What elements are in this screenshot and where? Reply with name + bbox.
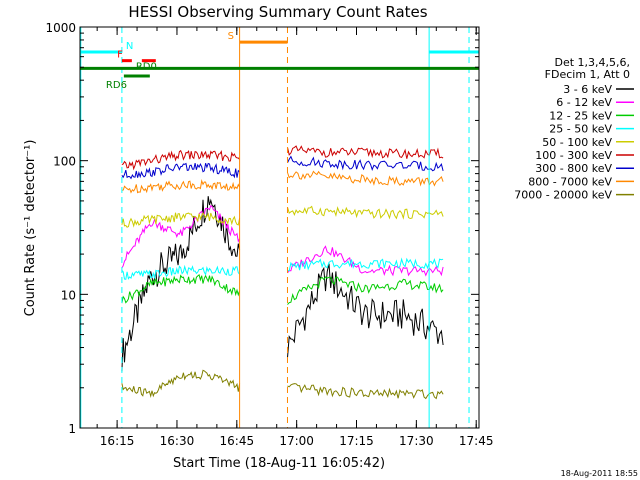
y-axis-label: Count Rate (s⁻¹ detector⁻¹) <box>23 140 38 317</box>
flag-label-f: F <box>117 50 123 61</box>
series-line-segment <box>287 145 444 159</box>
series-line-segment <box>287 245 444 277</box>
x-tick-label: 17:30 <box>399 434 434 448</box>
flag-label-rd6: RD6 <box>106 80 127 91</box>
y-tick-label: 1000 <box>45 21 76 35</box>
series-line-segment <box>287 205 444 220</box>
x-axis-label: Start Time (18-Aug-11 16:05:42) <box>173 456 385 471</box>
y-tick-label: 1 <box>68 422 76 436</box>
series-line-segment <box>121 274 241 304</box>
series-50-100-kev <box>121 205 444 228</box>
x-tick-label: 17:15 <box>339 434 374 448</box>
legend-entry-label: 12 - 25 keV <box>549 109 612 122</box>
x-tick-label: 16:15 <box>100 434 135 448</box>
series-line-segment <box>121 149 240 171</box>
series-line-segment <box>287 383 444 400</box>
legend-header-line-2: FDecim 1, Att 0 <box>545 68 630 81</box>
series-line-segment <box>287 170 444 187</box>
series-25-50-kev <box>121 257 444 280</box>
chart-title: HESSI Observing Summary Count Rates <box>128 3 427 21</box>
series-300-800-kev <box>121 155 444 180</box>
series-line-segment <box>121 264 240 280</box>
x-tick-label: 16:45 <box>220 434 255 448</box>
legend-entry-label: 6 - 12 keV <box>556 96 612 109</box>
series-12-25-kev <box>121 274 444 305</box>
series-6-12-kev <box>121 204 444 277</box>
series-line-segment <box>121 212 241 228</box>
series-line-segment <box>121 162 240 180</box>
x-tick-label: 17:45 <box>459 434 494 448</box>
series-100-300-kev <box>121 145 444 171</box>
legend-entry-label: 300 - 800 keV <box>535 162 612 175</box>
legend-entry-label: 100 - 300 keV <box>535 149 612 162</box>
series-800-7000-kev <box>121 170 444 194</box>
series-line-segment <box>287 257 444 272</box>
legend-header-line-1: Det 1,3,4,5,6, <box>554 56 630 69</box>
series-7000-20000-kev <box>121 369 444 400</box>
legend-entry-label: 50 - 100 keV <box>542 136 612 149</box>
date-stamp: 18-Aug-2011 18:55 <box>561 469 638 478</box>
series-line-segment <box>121 204 241 269</box>
series-line-segment <box>121 179 241 194</box>
series-line-segment <box>121 369 241 398</box>
flag-label-n: N <box>126 41 133 52</box>
series-line-segment <box>287 263 444 358</box>
y-tick-label: 10 <box>61 288 76 302</box>
series-line-segment <box>287 276 444 305</box>
flag-label-rd0: RD0 <box>136 61 157 72</box>
legend-entry-label: 25 - 50 keV <box>549 123 612 136</box>
x-tick-label: 17:00 <box>279 434 314 448</box>
legend-entry-label: 7000 - 20000 keV <box>514 189 612 202</box>
plot-frame <box>79 26 480 429</box>
x-tick-label: 16:30 <box>160 434 195 448</box>
y-tick-label: 100 <box>53 155 76 169</box>
series-line-segment <box>287 155 444 172</box>
legend-entry-label: 800 - 7000 keV <box>528 175 612 188</box>
legend-entry-label: 3 - 6 keV <box>563 83 612 96</box>
flag-label-s: S <box>228 31 234 42</box>
plot-area: N S F RD0 RD6 16:15 16:30 16:45 17:00 17:15 17:30 1… <box>45 21 493 448</box>
